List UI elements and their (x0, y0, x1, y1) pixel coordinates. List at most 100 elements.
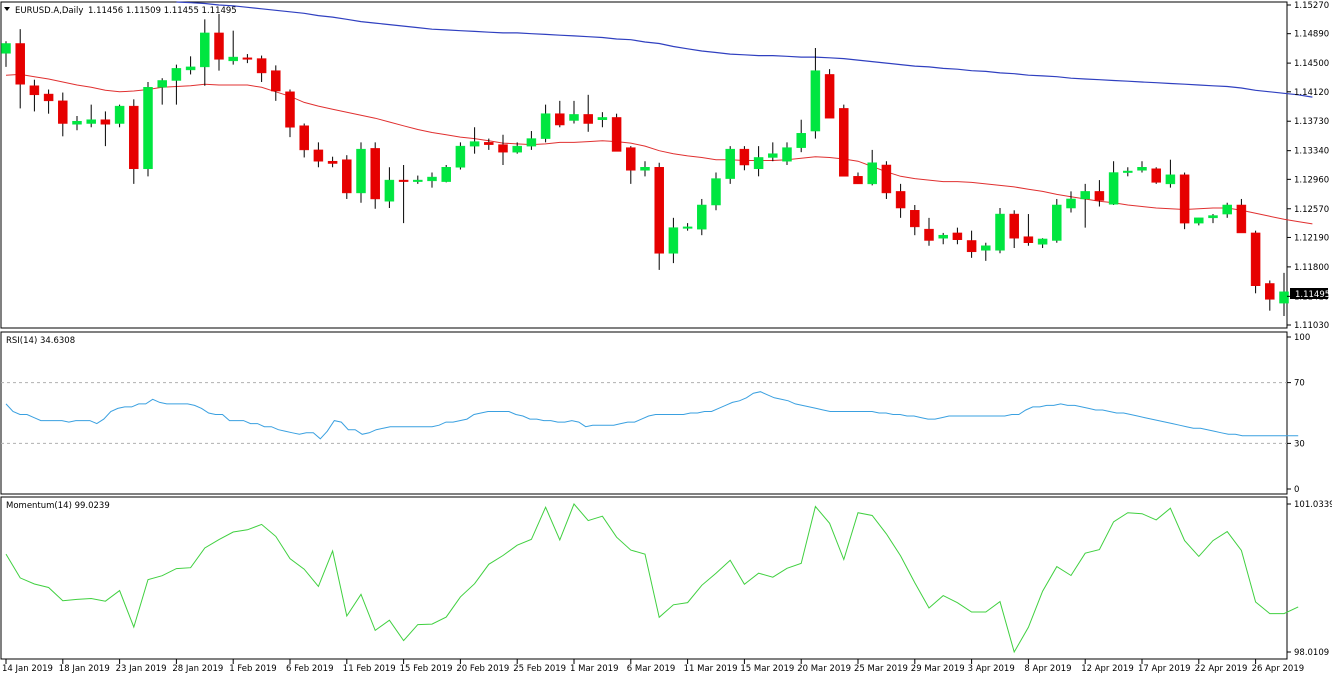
candle-body (1165, 174, 1176, 185)
candle-6 (86, 104, 96, 128)
candle-7 (100, 111, 111, 147)
candle-body (810, 70, 821, 132)
candle-body (171, 68, 182, 81)
candle-56 (796, 119, 806, 153)
candle-9 (129, 99, 139, 184)
candle-body (313, 149, 324, 162)
candle-80 (1137, 161, 1147, 173)
candle-body (1023, 236, 1034, 243)
candle-body (739, 148, 750, 166)
price-panel-frame (0, 1, 1288, 329)
candle-body (370, 148, 380, 200)
candle-body (654, 167, 664, 254)
price-tick-label-7: 1.12570 (1294, 205, 1329, 215)
candle-body (242, 57, 253, 60)
candle-42 (597, 112, 608, 128)
candle-36 (512, 142, 522, 154)
candle-55 (782, 142, 792, 165)
candle-body (881, 164, 892, 194)
candle-49 (697, 198, 707, 236)
last-price-label: 1.11495 (1295, 290, 1330, 300)
time-tick-label-21: 22 Apr 2019 (1195, 664, 1248, 674)
candle-body (1066, 198, 1076, 209)
candle-body (1, 43, 11, 54)
rsi-line (5, 391, 1299, 440)
candle-body (952, 232, 963, 240)
price-tick-label-9: 1.11800 (1294, 263, 1329, 273)
rsi-axis: 100 70 30 0 (1287, 333, 1310, 495)
rsi-path (5, 391, 1299, 440)
candle-78 (1108, 161, 1119, 205)
price-axis: 1.15270 1.14890 1.14500 1.14120 1.13730 1.133… (1287, 1, 1329, 331)
rsi-panel: 100 70 30 0 RSI(14) 34.6308 (0, 331, 1310, 495)
candle-body (72, 120, 82, 125)
candle-body (512, 145, 522, 153)
candle-24 (342, 155, 352, 199)
candle-body (782, 147, 792, 162)
time-axis: 14 Jan 2019 18 Jan 2019 23 Jan 2019 28 Jan … (2, 659, 1304, 674)
candle-body (441, 167, 451, 182)
momentum-line (5, 503, 1299, 654)
candle-54 (768, 142, 778, 162)
time-tick-label-15: 25 Mar 2019 (854, 664, 908, 674)
candle-23 (327, 156, 338, 168)
candle-body (1009, 213, 1019, 239)
candle-29 (413, 175, 423, 184)
candle-74 (1052, 198, 1062, 243)
candle-12 (171, 64, 182, 105)
candle-84 (1194, 217, 1204, 226)
candle-body (157, 80, 167, 88)
candle-21 (299, 123, 309, 158)
candle-body (981, 245, 991, 251)
rsi-levels (1, 382, 1287, 444)
candle-body (200, 32, 210, 68)
candle-body (29, 85, 40, 96)
candle-body (824, 74, 835, 119)
candle-76 (1080, 183, 1090, 228)
candle-body (327, 160, 338, 164)
candle-4 (58, 92, 68, 137)
candle-85 (1208, 214, 1218, 224)
ohlc-readout: 1.11456 1.11509 1.11455 1.11495 (88, 6, 237, 16)
rsi-panel-frame (0, 331, 1288, 495)
rsi-label: RSI(14) 34.6308 (6, 336, 75, 346)
candle-body (228, 56, 238, 62)
candle-15 (214, 14, 224, 71)
price-tick-label-1: 1.14890 (1294, 30, 1329, 40)
candle-body (356, 148, 366, 194)
candle-50 (711, 172, 721, 211)
candle-body (867, 162, 877, 185)
candle-body (1208, 215, 1218, 219)
candle-41 (583, 94, 593, 132)
time-tick-label-6: 11 Feb 2019 (343, 664, 396, 674)
candle-body (753, 157, 764, 170)
time-tick-label-4: 1 Feb 2019 (229, 664, 277, 674)
time-tick-label-18: 8 Apr 2019 (1024, 664, 1071, 674)
candle-13 (185, 56, 196, 75)
candle-body (455, 145, 466, 168)
candle-body (938, 234, 948, 239)
rsi-tick-label-3: 0 (1294, 485, 1299, 495)
candle-77 (1094, 180, 1105, 207)
candle-body (256, 58, 267, 74)
candle-37 (526, 131, 537, 150)
time-tick-label-1: 18 Jan 2019 (59, 664, 110, 674)
price-tick-label-5: 1.13340 (1294, 147, 1329, 157)
candle-51 (725, 146, 735, 184)
candle-19 (271, 65, 281, 101)
candle-body (1123, 170, 1133, 173)
candle-17 (242, 54, 253, 64)
candle-70 (995, 208, 1005, 254)
price-tick-label-3: 1.14120 (1294, 88, 1329, 98)
candle-body (100, 119, 111, 125)
candle-0 (1, 41, 11, 67)
candle-65 (924, 217, 934, 246)
chart-menu-triangle-icon[interactable] (4, 7, 10, 11)
candles (1, 14, 1303, 316)
candle-5 (72, 115, 82, 131)
candle-32 (455, 142, 466, 170)
last-price-marker: 1.11495 (1290, 288, 1330, 300)
candle-body (796, 133, 806, 148)
